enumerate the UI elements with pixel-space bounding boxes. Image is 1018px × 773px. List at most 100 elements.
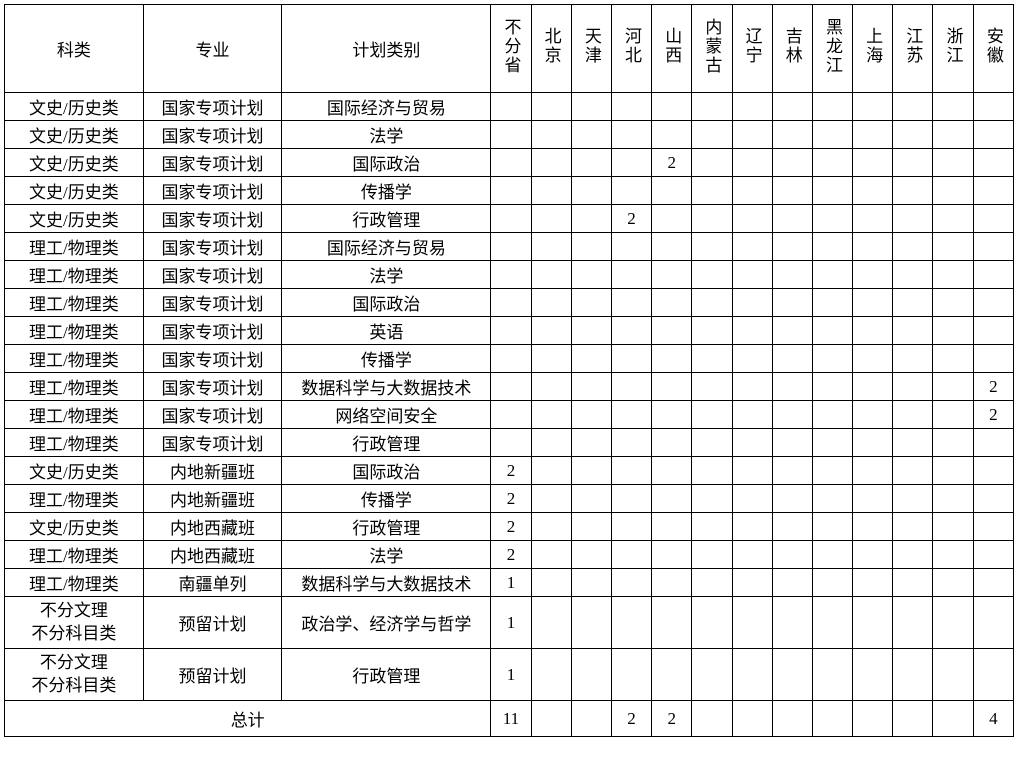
cell-value — [772, 513, 812, 541]
cell-value — [491, 345, 531, 373]
table-row: 理工/物理类国家专项计划国际政治 — [5, 289, 1014, 317]
table-row: 理工/物理类国家专项计划传播学 — [5, 345, 1014, 373]
table-row: 理工/物理类国家专项计划网络空间安全2 — [5, 401, 1014, 429]
cell-value — [571, 541, 611, 569]
cell-value — [611, 373, 651, 401]
cell-value — [732, 485, 772, 513]
cell-value — [973, 429, 1013, 457]
cell-value — [853, 569, 893, 597]
cell-value — [732, 233, 772, 261]
cell-value — [611, 317, 651, 345]
table-row: 理工/物理类南疆单列数据科学与大数据技术1 — [5, 569, 1014, 597]
cell-value — [853, 205, 893, 233]
cell-value — [893, 569, 933, 597]
table-row: 文史/历史类国家专项计划法学 — [5, 121, 1014, 149]
cell-value — [652, 429, 692, 457]
cell-plan: 法学 — [282, 541, 491, 569]
cell-value — [812, 121, 852, 149]
header-major: 专业 — [143, 5, 282, 93]
table-row: 理工/物理类国家专项计划国际经济与贸易 — [5, 233, 1014, 261]
cell-value — [491, 149, 531, 177]
cell-value — [531, 513, 571, 541]
cell-value: 1 — [491, 649, 531, 701]
cell-value — [571, 485, 611, 513]
cell-value — [933, 597, 973, 649]
header-province: 内蒙古 — [692, 5, 732, 93]
cell-value — [772, 149, 812, 177]
cell-value — [853, 457, 893, 485]
cell-value — [571, 177, 611, 205]
cell-value — [491, 373, 531, 401]
cell-value — [611, 597, 651, 649]
cell-major: 国家专项计划 — [143, 205, 282, 233]
cell-value — [611, 177, 651, 205]
cell-value — [772, 205, 812, 233]
cell-value — [611, 541, 651, 569]
cell-value — [611, 429, 651, 457]
cell-value — [571, 345, 611, 373]
cell-value — [812, 317, 852, 345]
cell-value — [571, 317, 611, 345]
cell-value — [611, 569, 651, 597]
cell-value — [812, 261, 852, 289]
cell-value — [732, 373, 772, 401]
cell-value — [611, 345, 651, 373]
cell-value — [812, 457, 852, 485]
cell-major: 内地西藏班 — [143, 541, 282, 569]
cell-value — [652, 401, 692, 429]
cell-value — [732, 317, 772, 345]
cell-value — [933, 289, 973, 317]
cell-value — [652, 345, 692, 373]
cell-value — [692, 289, 732, 317]
cell-value — [933, 485, 973, 513]
cell-value — [893, 205, 933, 233]
cell-major: 国家专项计划 — [143, 121, 282, 149]
cell-value — [973, 345, 1013, 373]
cell-value — [772, 177, 812, 205]
cell-value — [973, 205, 1013, 233]
cell-subject: 文史/历史类 — [5, 177, 144, 205]
header-province: 河北 — [611, 5, 651, 93]
cell-value — [611, 485, 651, 513]
cell-value — [893, 649, 933, 701]
cell-plan: 国际政治 — [282, 289, 491, 317]
header-province: 北京 — [531, 5, 571, 93]
cell-value — [853, 373, 893, 401]
cell-value — [571, 233, 611, 261]
cell-value — [491, 289, 531, 317]
cell-value — [772, 345, 812, 373]
cell-value — [531, 541, 571, 569]
cell-subject: 理工/物理类 — [5, 289, 144, 317]
cell-value — [571, 429, 611, 457]
cell-value — [531, 345, 571, 373]
cell-value — [692, 93, 732, 121]
cell-value — [692, 373, 732, 401]
header-province: 辽宁 — [732, 5, 772, 93]
table-row: 文史/历史类内地西藏班行政管理2 — [5, 513, 1014, 541]
cell-value — [491, 317, 531, 345]
cell-value — [571, 149, 611, 177]
cell-value — [692, 149, 732, 177]
cell-value — [652, 597, 692, 649]
cell-value — [893, 513, 933, 541]
cell-value — [692, 233, 732, 261]
table-row: 理工/物理类国家专项计划行政管理 — [5, 429, 1014, 457]
cell-value — [491, 261, 531, 289]
cell-value — [973, 569, 1013, 597]
cell-value — [571, 649, 611, 701]
cell-value — [772, 597, 812, 649]
cell-plan: 传播学 — [282, 485, 491, 513]
cell-value — [652, 373, 692, 401]
cell-subject: 不分文理不分科目类 — [5, 649, 144, 701]
cell-value — [973, 457, 1013, 485]
cell-value — [853, 649, 893, 701]
cell-plan: 传播学 — [282, 345, 491, 373]
cell-value — [893, 345, 933, 373]
cell-value — [652, 569, 692, 597]
cell-value — [812, 569, 852, 597]
cell-value — [772, 289, 812, 317]
cell-value — [772, 401, 812, 429]
table-row: 理工/物理类内地新疆班传播学2 — [5, 485, 1014, 513]
cell-major: 国家专项计划 — [143, 429, 282, 457]
cell-value — [853, 429, 893, 457]
